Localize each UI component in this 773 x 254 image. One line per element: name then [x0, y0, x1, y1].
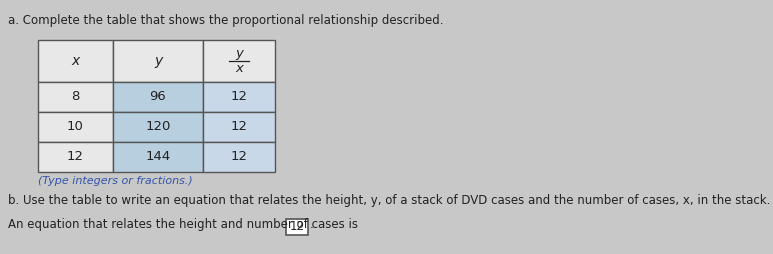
Bar — [287, 219, 308, 235]
Text: 12: 12 — [230, 120, 247, 134]
Bar — [113, 112, 203, 142]
Text: 12: 12 — [230, 90, 247, 103]
Text: .: . — [309, 218, 313, 231]
Text: 120: 120 — [145, 120, 171, 134]
Text: x: x — [235, 61, 243, 74]
Text: x: x — [71, 54, 80, 68]
Bar — [38, 142, 113, 172]
Bar — [113, 40, 203, 82]
Text: 144: 144 — [145, 151, 171, 164]
Bar — [38, 82, 113, 112]
Bar — [113, 142, 203, 172]
Text: 96: 96 — [150, 90, 166, 103]
Bar — [38, 112, 113, 142]
Text: An equation that relates the height and number of cases is: An equation that relates the height and … — [8, 218, 362, 231]
Bar — [113, 82, 203, 112]
Text: 12: 12 — [230, 151, 247, 164]
Text: 12: 12 — [67, 151, 84, 164]
Bar — [203, 82, 275, 112]
Bar — [38, 40, 113, 82]
Text: 8: 8 — [71, 90, 80, 103]
Bar — [203, 142, 275, 172]
Text: a. Complete the table that shows the proportional relationship described.: a. Complete the table that shows the pro… — [8, 14, 444, 27]
Bar — [203, 112, 275, 142]
Text: y: y — [154, 54, 162, 68]
Text: y: y — [235, 47, 243, 60]
Text: (Type integers or fractions.): (Type integers or fractions.) — [38, 176, 192, 186]
Text: b. Use the table to write an equation that relates the height, y, of a stack of : b. Use the table to write an equation th… — [8, 194, 771, 207]
Text: 12: 12 — [290, 220, 305, 233]
Bar — [203, 40, 275, 82]
Text: 10: 10 — [67, 120, 84, 134]
